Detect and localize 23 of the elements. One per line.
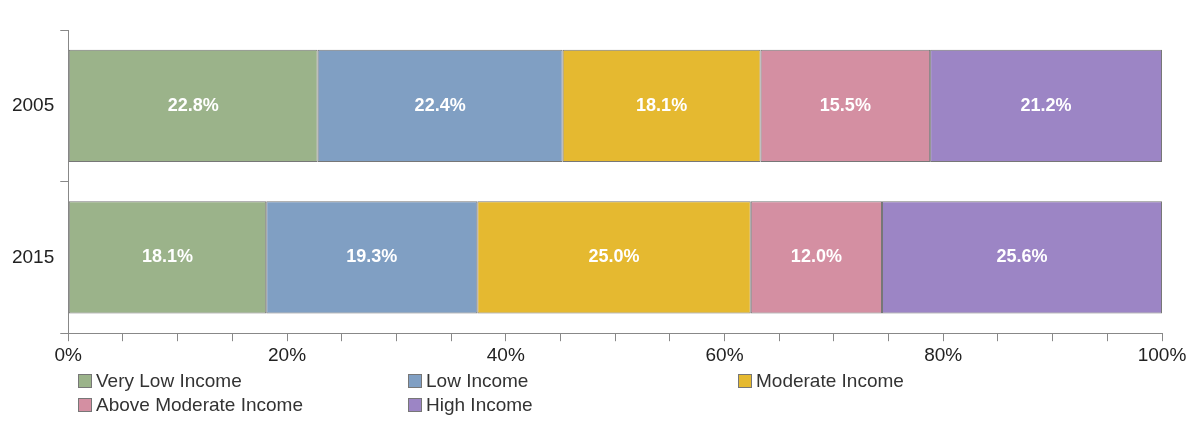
x-tick-label: 60%: [705, 343, 744, 365]
data-label: 15.5%: [819, 94, 871, 115]
x-tick-label: 40%: [486, 343, 525, 365]
y-tick-label: 2015: [11, 245, 55, 267]
x-tick-label: 100%: [1137, 343, 1187, 365]
legend-label: Moderate Income: [756, 370, 904, 392]
legend-label: Above Moderate Income: [96, 394, 304, 416]
data-label: 18.1%: [141, 246, 194, 267]
data-label: 12.0%: [790, 246, 842, 267]
data-label: 19.3%: [346, 246, 398, 267]
data-label: 22.4%: [414, 94, 466, 115]
x-tick-label: 0%: [54, 343, 83, 365]
legend-label: High Income: [426, 394, 533, 416]
data-label: 18.1%: [636, 94, 688, 115]
data-label: 25.6%: [996, 246, 1048, 267]
data-label: 22.8%: [167, 94, 219, 115]
x-tick-label: 80%: [924, 343, 963, 365]
legend-label: Very Low Income: [96, 370, 242, 392]
y-tick-label: 2005: [11, 94, 55, 116]
legend-label: Low Income: [426, 370, 529, 392]
data-label: 25.0%: [588, 246, 640, 267]
x-tick-label: 20%: [268, 343, 307, 365]
data-label: 21.2%: [1020, 94, 1072, 115]
